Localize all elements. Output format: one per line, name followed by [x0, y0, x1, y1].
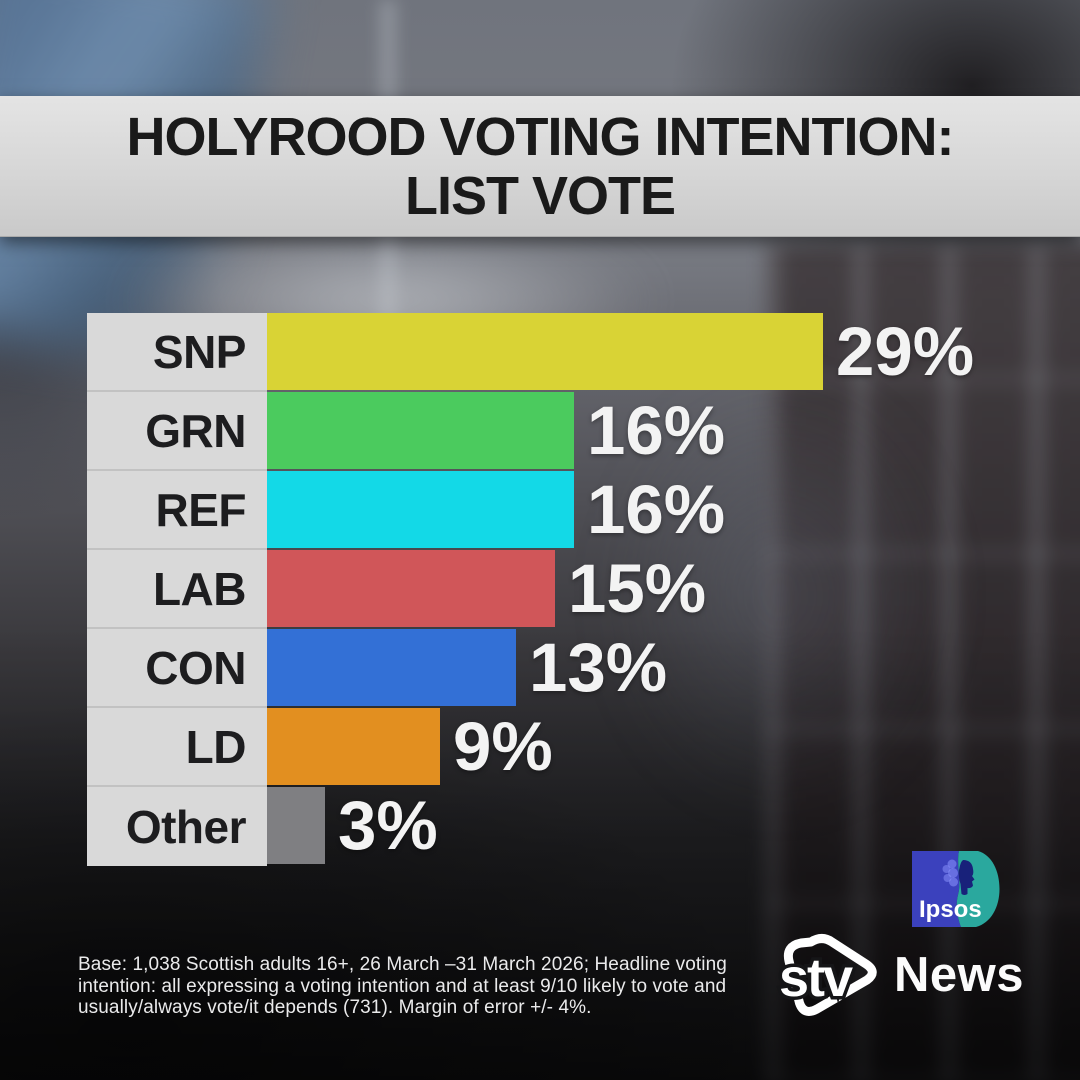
party-label: CON: [145, 641, 246, 694]
chart-row: REF 16%: [87, 471, 1057, 550]
bar-grn: [267, 392, 574, 469]
ipsos-logo-icon: Ipsos: [912, 851, 1000, 927]
bar-other: [267, 787, 325, 864]
stv-news-logo: stv News: [765, 931, 1024, 1019]
party-label: Other: [125, 800, 247, 853]
footnote: Base: 1,038 Scottish adults 16+, 26 Marc…: [78, 954, 727, 1019]
stv-wordmark: stv: [779, 948, 853, 1008]
value-label: 13%: [529, 629, 668, 706]
ipsos-face-icon: [942, 859, 975, 895]
page-title-line1: HOLYROOD VOTING INTENTION:: [126, 106, 954, 167]
party-label-cell: LD: [87, 708, 267, 787]
chart-row: Other 3%: [87, 787, 1057, 866]
party-label-cell: GRN: [87, 392, 267, 471]
party-label-cell: SNP: [87, 313, 267, 392]
party-label-cell: LAB: [87, 550, 267, 629]
bar-chart: SNP 29% GRN 16% REF 16% LAB 15% CON 13% LD 9% Other 3…: [87, 313, 1057, 866]
party-label: GRN: [145, 404, 246, 457]
page-title-line2: LIST VOTE: [404, 165, 676, 226]
party-label: SNP: [152, 325, 247, 378]
party-label: REF: [155, 483, 247, 536]
stv-news-label: News: [894, 948, 1025, 1002]
value-label: 3%: [338, 787, 438, 864]
chart-row: SNP 29%: [87, 313, 1057, 392]
value-label: 16%: [587, 392, 726, 469]
party-label: LD: [185, 720, 247, 773]
chart-row: GRN 16%: [87, 392, 1057, 471]
bar-con: [267, 629, 516, 706]
party-label-cell: CON: [87, 629, 267, 708]
party-label-cell: Other: [87, 787, 267, 866]
party-label: LAB: [152, 562, 247, 615]
party-label-cell: REF: [87, 471, 267, 550]
footnote-line: usually/always vote/it depends (731). Ma…: [78, 997, 592, 1019]
ipsos-wordmark: Ipsos: [919, 896, 982, 923]
bar-ref: [267, 471, 574, 548]
stv-triangle-icon: stv: [776, 934, 877, 1016]
chart-row: CON 13%: [87, 629, 1057, 708]
bar-lab: [267, 550, 555, 627]
bar-snp: [267, 313, 823, 390]
chart-row: LAB 15%: [87, 550, 1057, 629]
title-banner: HOLYROOD VOTING INTENTION: LIST VOTE: [0, 96, 1080, 237]
value-label: 29%: [836, 313, 975, 390]
value-label: 16%: [587, 471, 726, 548]
chart-row: LD 9%: [87, 708, 1057, 787]
footnote-line: intention: all expressing a voting inten…: [78, 975, 727, 997]
ipsos-logo: Ipsos: [912, 851, 1000, 927]
value-label: 9%: [453, 708, 553, 785]
value-label: 15%: [568, 550, 707, 627]
footnote-line: Base: 1,038 Scottish adults 16+, 26 Marc…: [78, 954, 727, 975]
bar-ld: [267, 708, 440, 785]
